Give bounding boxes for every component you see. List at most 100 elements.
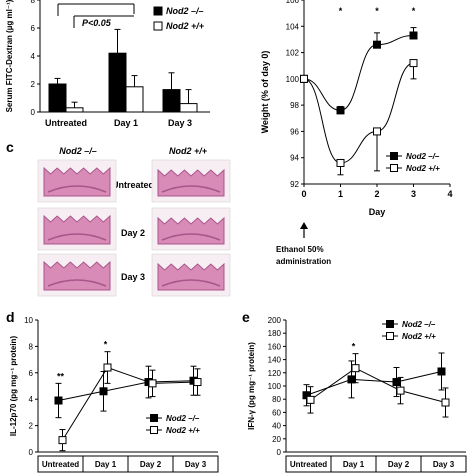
il12-y-tick-label: 2: [29, 422, 34, 431]
weight-y-tick-label: 104: [286, 22, 300, 31]
weight-y-tick-label: 100: [286, 75, 300, 84]
bar-ko: [48, 83, 67, 113]
bar-y-tick-label: 2: [31, 80, 36, 89]
ifng-y-tick-label: 140: [268, 356, 282, 365]
weight-x-tick-label: 3: [411, 189, 416, 199]
weight-y-tick-label: 106: [286, 0, 300, 5]
bar-wt: [125, 86, 144, 113]
histology-wt-untreated-villi: [161, 185, 221, 193]
weight-point: [373, 40, 381, 49]
histology-wt-untreated-tissue: [157, 168, 225, 197]
histology-col-label-wt: Nod2 +/+: [169, 146, 208, 156]
ifng-y-tick-label: 40: [272, 422, 281, 431]
il12-x-tick-label: Untreated: [42, 460, 79, 469]
ifng-y-axis-label: IFN-γ (pg mg⁻¹ protein): [247, 342, 256, 430]
weight-x-tick-label: 0: [301, 189, 306, 199]
ifng-line-ko: [306, 370, 442, 396]
ifng-y-tick-label: 160: [268, 342, 282, 351]
ifng-y-tick-label: 80: [272, 395, 281, 404]
il12-y-axis-label: IL-12p70 (pg mg⁻¹ protein): [9, 336, 18, 437]
ifng-y-tick-label: 120: [268, 369, 282, 378]
ifng-x-tick-label: Untreated: [290, 460, 327, 469]
il12-point: [54, 396, 63, 405]
weight-y-tick-label: 102: [286, 49, 300, 58]
ifng-point: [396, 386, 405, 395]
il12-y-tick-label: 4: [29, 395, 34, 404]
bar-wt: [179, 103, 198, 113]
weight-y-tick-label: 96: [290, 127, 299, 136]
weight-point: [336, 158, 345, 167]
il12-x-tick-label: Day 2: [140, 460, 162, 469]
ifng-line-wt: [310, 367, 446, 403]
weight-point: [373, 127, 381, 136]
bar-legend-swatch: [153, 6, 163, 16]
ifng-x-tick-label: Day 1: [343, 460, 365, 469]
bar-y-tick-label: 8: [31, 0, 36, 5]
weight-x-tick-label: 1: [338, 189, 343, 199]
weight-point: [336, 106, 345, 115]
panel-e-letter: e: [242, 309, 250, 325]
il12-point: [103, 363, 112, 372]
bar-legend-label: Nod2 +/+: [166, 21, 205, 31]
ifng-x-tick-label: Day 2: [388, 460, 410, 469]
histology-row-label-day2: Day 2: [121, 228, 145, 238]
il12-point: [99, 387, 108, 396]
bar-x-tick-label: Day 3: [168, 118, 192, 128]
il12-category-box: [172, 455, 219, 473]
il12-legend-label: Nod2 +/+: [166, 426, 200, 435]
histology-ko-day2-tissue: [43, 214, 111, 245]
bar-x-tick-label: Untreated: [45, 118, 87, 128]
histology-row-label-untreated: Untreated: [112, 180, 154, 190]
ifng-category-box: [420, 455, 467, 473]
histology-ko-day3-villi: [47, 279, 107, 287]
weight-point: [300, 74, 308, 83]
bar-y-axis-label: Serum FITC-Dextran (µg ml⁻¹): [5, 0, 14, 112]
bar-y-tick-label: 0: [31, 108, 36, 117]
histology-wt-day3-tissue: [157, 262, 225, 291]
ifng-legend-marker: [386, 332, 394, 340]
il12-point: [148, 379, 157, 388]
weight-point: [409, 59, 418, 68]
il12-y-tick-label: 8: [29, 342, 34, 351]
ifng-point: [306, 395, 315, 404]
ifng-legend-marker: [386, 320, 394, 328]
weight-x-axis-label: Day: [369, 207, 386, 217]
ifng-point: [351, 364, 360, 373]
histology-ko-day3-tissue: [43, 260, 111, 291]
ethanol-annotation-line2: administration: [276, 257, 331, 266]
ifng-legend-label: Nod2 +/+: [402, 332, 436, 341]
il12-legend-marker: [150, 414, 158, 422]
histology-ko-day2-villi: [47, 233, 107, 241]
il12-legend-marker: [150, 426, 158, 434]
il12-line-ko: [58, 380, 194, 402]
weight-significance-star: *: [375, 6, 379, 16]
plot-layer: 0 2 4 6 8 Serum FITC-Dextran (µg ml⁻¹) Untreat…: [5, 0, 467, 473]
il12-point: [58, 436, 67, 445]
weight-legend-marker: [390, 164, 398, 172]
ethanol-arrow-head: [300, 222, 308, 229]
ifng-y-tick-label: 200: [268, 316, 282, 325]
histology-wt-day2-tissue: [157, 216, 225, 245]
ifng-point: [441, 398, 450, 407]
ifng-point: [347, 375, 356, 384]
weight-significance-star: *: [412, 6, 416, 16]
ifng-y-tick-label: 100: [268, 382, 282, 391]
il12-line-wt: [62, 366, 198, 441]
ifng-y-tick-label: 20: [272, 435, 281, 444]
bar-legend-swatch: [153, 21, 163, 31]
ifng-legend-label: Nod2 –/–: [402, 320, 436, 329]
il12-y-tick-label: 6: [29, 369, 34, 378]
il12-legend-label: Nod2 –/–: [166, 414, 200, 423]
weight-significance-star: *: [339, 6, 343, 16]
bar-pvalue-annotation: P<0.05: [82, 18, 112, 28]
weight-legend-marker: [390, 152, 398, 160]
weight-y-tick-label: 92: [290, 180, 299, 189]
histology-wt-day3-villi: [161, 279, 221, 287]
histology-ko-untreated-tissue: [43, 166, 111, 197]
weight-point: [409, 31, 418, 40]
bar-x-tick-label: Day 1: [114, 118, 138, 128]
bar-ko: [162, 89, 181, 113]
bar-wt: [65, 107, 84, 113]
histology-ko-untreated-villi: [47, 185, 107, 193]
